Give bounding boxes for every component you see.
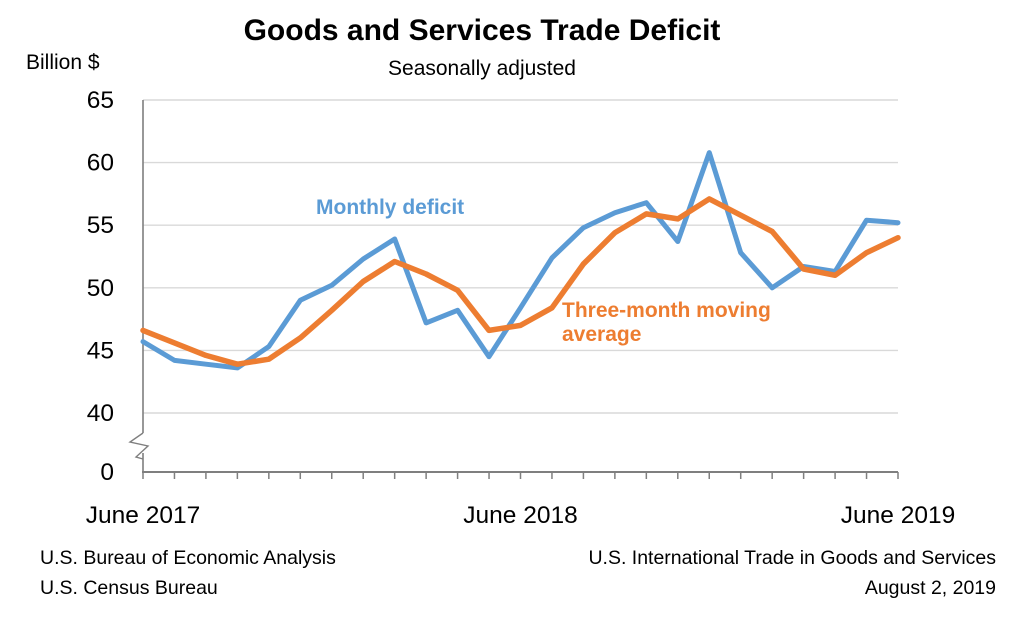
y-tick-label-0: 0 [100, 459, 114, 486]
y-tick-label-50: 50 [87, 275, 114, 302]
chart-title: Goods and Services Trade Deficit [243, 14, 721, 47]
monthly-deficit-line [140, 150, 901, 371]
moving-average-line [140, 196, 901, 367]
release-name: U.S. International Trade in Goods and Se… [588, 547, 996, 569]
source-line-census: U.S. Census Bureau [40, 576, 218, 599]
release-date: August 2, 2019 [864, 576, 996, 599]
y-tick-label-60: 60 [87, 150, 114, 177]
source-attribution: U.S. Bureau of Economic Analysis U.S. Ce… [40, 544, 336, 603]
y-axis-break [128, 432, 150, 460]
source-line-bea: U.S. Bureau of Economic Analysis [40, 547, 336, 569]
y-tick-label-65: 65 [87, 87, 114, 114]
x-tick-label: June 2019 [841, 502, 955, 529]
chart-subtitle: Seasonally adjusted [388, 57, 576, 80]
y-tick-label-55: 55 [87, 212, 114, 239]
y-tick-label-40: 40 [87, 400, 114, 427]
y-axis-unit-label: Billion $ [26, 51, 100, 74]
x-tick-label: June 2018 [463, 502, 577, 529]
y-tick-label-45: 45 [87, 337, 114, 364]
release-attribution: U.S. International Trade in Goods and Se… [588, 544, 996, 603]
moving-average-series-label: Three-month moving average [562, 299, 771, 346]
monthly-deficit-series-label: Monthly deficit [316, 196, 465, 219]
x-tick-label: June 2017 [86, 502, 200, 529]
